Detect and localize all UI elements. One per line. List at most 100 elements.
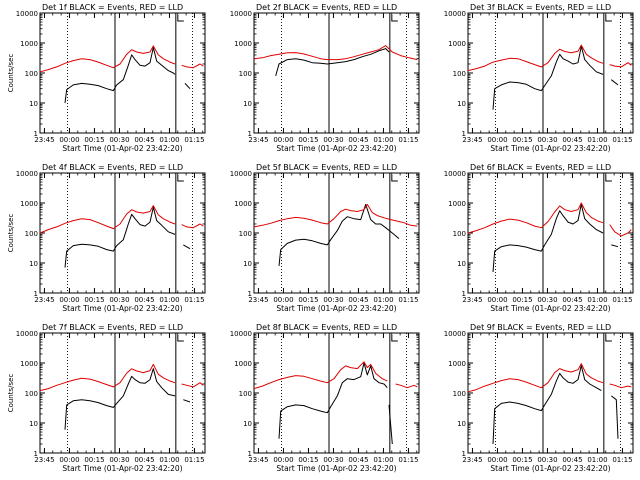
y-tick-label: 10	[457, 100, 466, 108]
series-line-events	[610, 79, 619, 86]
x-tick-label: 00:00	[59, 296, 79, 304]
series-line-lld	[39, 45, 176, 73]
series-line-lld	[467, 363, 604, 393]
panel-4: Det 4f BLACK = Events, RED = LLD 1 10 100 10…	[7, 163, 206, 313]
x-tick-label: 00:30	[537, 296, 557, 304]
y-tick-label: 10000	[16, 330, 38, 338]
panel-2: Det 2f BLACK = Events, RED = LLD 1 10 100 10…	[230, 3, 420, 153]
y-tick-label: 10000	[16, 10, 38, 18]
x-tick-label: 00:30	[323, 136, 343, 144]
panel-title: Det 9f BLACK = Events, RED = LLD	[470, 323, 611, 332]
y-tick-label: 1	[248, 130, 252, 138]
x-tick-label: 01:00	[159, 456, 179, 464]
x-tick-label: 00:30	[109, 456, 129, 464]
y-tick-label: 1000	[448, 40, 466, 48]
x-tick-label: 00:30	[109, 296, 129, 304]
panel-6: Det 6f BLACK = Events, RED = LLD 1 10 100 10…	[444, 163, 634, 313]
x-tick-label: 01:00	[373, 456, 393, 464]
y-tick-label: 1	[248, 290, 252, 298]
y-tick-label: 10	[243, 260, 252, 268]
panel-title: Det 1f BLACK = Events, RED = LLD	[42, 3, 183, 12]
y-tick-label: 10000	[444, 330, 466, 338]
panel-1: Det 1f BLACK = Events, RED = LLD 1 10 100 10…	[7, 3, 206, 153]
x-axis-label: Start Time (01-Apr-02 23:42:20)	[62, 304, 182, 313]
panel-title: Det 2f BLACK = Events, RED = LLD	[256, 3, 397, 12]
x-tick-label: 23:45	[462, 296, 482, 304]
x-axis-label: Start Time (01-Apr-02 23:42:20)	[490, 304, 610, 313]
x-tick-label: 23:45	[248, 296, 268, 304]
x-tick-label: 00:45	[348, 296, 368, 304]
x-axis-label: Start Time (01-Apr-02 23:42:20)	[276, 464, 396, 473]
x-tick-label: 00:45	[562, 296, 582, 304]
panel-3: Det 3f BLACK = Events, RED = LLD 1 10 100 10…	[444, 3, 634, 153]
y-axis-label: Counts/sec	[7, 374, 15, 413]
interval-corner-marker	[177, 335, 184, 342]
x-tick-label: 01:15	[184, 296, 204, 304]
series-line-events	[183, 399, 191, 403]
y-tick-label: 10	[457, 260, 466, 268]
x-axis-label: Start Time (01-Apr-02 23:42:20)	[490, 144, 610, 153]
y-tick-label: 10	[29, 100, 38, 108]
x-tick-label: 00:00	[487, 456, 507, 464]
x-tick-label: 01:00	[373, 296, 393, 304]
panel-title: Det 3f BLACK = Events, RED = LLD	[470, 3, 611, 12]
y-tick-label: 100	[453, 230, 466, 238]
x-tick-label: 00:30	[323, 296, 343, 304]
x-tick-label: 23:45	[248, 136, 268, 144]
x-tick-label: 01:00	[587, 456, 607, 464]
y-tick-label: 100	[239, 230, 252, 238]
series-line-lld	[467, 44, 604, 72]
y-tick-label: 10000	[444, 10, 466, 18]
series-line-lld	[253, 361, 388, 390]
panel-title: Det 6f BLACK = Events, RED = LLD	[470, 163, 611, 172]
y-tick-label: 1000	[20, 200, 38, 208]
x-tick-label: 00:45	[562, 136, 582, 144]
x-axis-label: Start Time (01-Apr-02 23:42:20)	[490, 464, 610, 473]
y-tick-label: 1	[34, 450, 38, 458]
panel-title: Det 5f BLACK = Events, RED = LLD	[256, 163, 397, 172]
x-tick-label: 01:15	[612, 136, 632, 144]
y-tick-label: 100	[25, 230, 38, 238]
y-axis-label: Counts/sec	[7, 214, 15, 253]
x-tick-label: 00:00	[59, 136, 79, 144]
x-tick-label: 00:45	[348, 456, 368, 464]
series-line-events	[610, 395, 619, 439]
y-tick-label: 1	[462, 450, 466, 458]
x-tick-label: 01:15	[398, 296, 418, 304]
x-tick-label: 23:45	[248, 456, 268, 464]
x-tick-label: 00:00	[273, 296, 293, 304]
x-tick-label: 00:45	[134, 296, 154, 304]
series-line-lld	[253, 45, 418, 61]
series-line-events	[64, 206, 176, 268]
x-tick-label: 00:30	[323, 456, 343, 464]
panel-9: Det 9f BLACK = Events, RED = LLD 1 10 100 10…	[444, 323, 634, 473]
panel-8: Det 8f BLACK = Events, RED = LLD 1 10 100 10…	[230, 323, 420, 473]
series-line-events	[64, 368, 176, 430]
panel-title: Det 4f BLACK = Events, RED = LLD	[42, 163, 183, 172]
x-tick-label: 01:15	[612, 296, 632, 304]
y-tick-label: 100	[239, 390, 252, 398]
x-tick-label: 00:15	[84, 296, 104, 304]
y-tick-label: 1	[248, 450, 252, 458]
y-tick-label: 10000	[230, 170, 252, 178]
x-tick-label: 00:00	[59, 456, 79, 464]
x-tick-label: 00:45	[134, 456, 154, 464]
y-axis-label: Counts/sec	[7, 54, 15, 93]
series-line-events	[278, 203, 400, 266]
x-tick-label: 00:45	[562, 456, 582, 464]
x-tick-label: 00:15	[298, 136, 318, 144]
x-tick-label: 01:15	[184, 456, 204, 464]
x-tick-label: 00:15	[512, 136, 532, 144]
x-tick-label: 00:00	[273, 456, 293, 464]
y-tick-label: 100	[25, 390, 38, 398]
y-tick-label: 10	[243, 420, 252, 428]
x-tick-label: 00:30	[109, 136, 129, 144]
y-tick-label: 1	[462, 290, 466, 298]
y-tick-label: 1000	[234, 40, 252, 48]
y-tick-label: 100	[25, 70, 38, 78]
y-tick-label: 10	[457, 420, 466, 428]
x-tick-label: 01:15	[398, 136, 418, 144]
y-tick-label: 1000	[448, 200, 466, 208]
x-axis-label: Start Time (01-Apr-02 23:42:20)	[276, 304, 396, 313]
x-tick-label: 23:45	[462, 456, 482, 464]
